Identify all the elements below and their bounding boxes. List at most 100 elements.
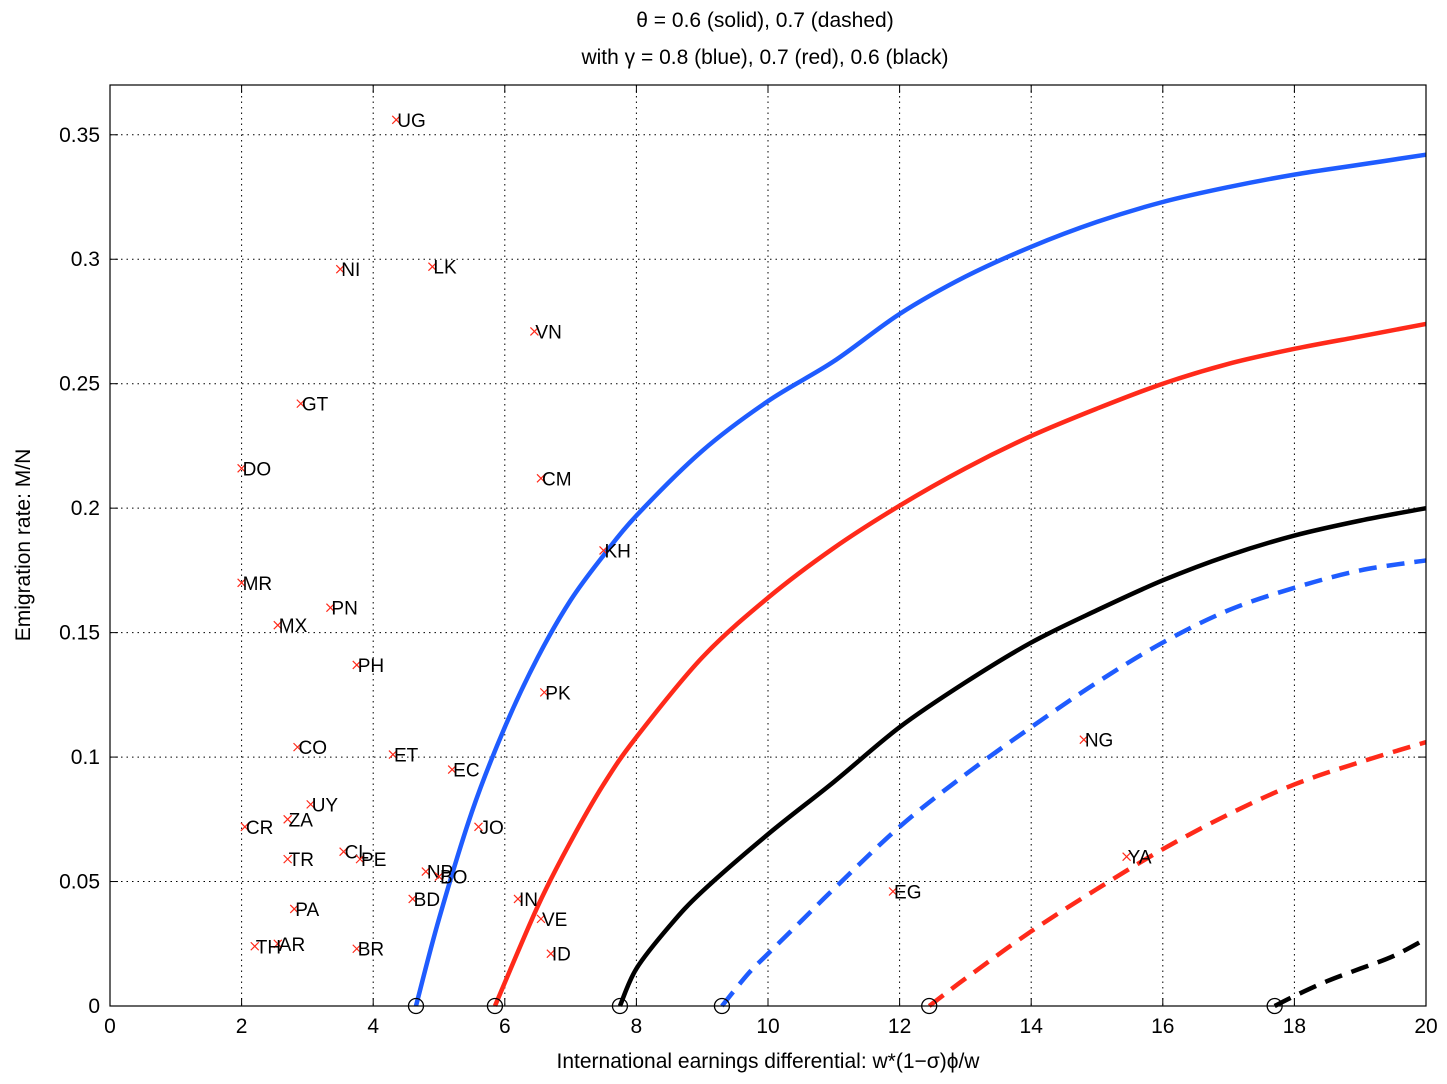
y-tick-label: 0.35 [59,124,100,147]
x-tick-label: 16 [1151,1015,1174,1038]
country-label: EG [894,882,921,903]
country-label: BD [414,890,440,911]
country-point-ya: YA [1122,848,1152,869]
country-point-co: CO [293,738,327,759]
country-point-bo: BO [434,868,467,889]
x-marker [546,949,556,959]
country-label: PH [358,656,384,677]
x-tick-label: 8 [631,1015,643,1038]
x-marker [427,262,437,272]
country-point-bd: BD [408,890,440,911]
country-point-ar: AR [273,935,305,956]
country-point-np: NP [421,863,453,884]
x-marker [250,941,260,951]
x-marker [273,939,283,949]
country-point-id: ID [546,945,571,966]
x-marker [1079,735,1089,745]
country-point-eg: EG [888,882,921,903]
x-marker [599,546,608,555]
country-point-jo: JO [474,818,504,839]
country-label: CR [246,818,273,839]
x-marker [283,814,293,824]
series-layer [407,152,1428,1015]
x-marker [326,603,335,613]
country-point-vn: VN [529,322,562,343]
x-marker [529,327,539,336]
y-tick-label: 0.2 [71,497,100,520]
plot-area [110,85,1426,1006]
country-label: KH [605,541,631,562]
country-label: PE [361,850,386,871]
x-tick-label: 18 [1283,1015,1306,1038]
country-label: CL [345,843,369,864]
country-label: MR [243,574,273,595]
country-point-ni: NI [335,260,360,281]
country-label: ID [552,945,571,966]
country-label: TH [256,937,281,958]
country-label: LK [433,258,457,279]
x-tick-label: 20 [1414,1015,1437,1038]
x-marker [352,944,362,954]
country-point-ve: VE [536,910,567,931]
x-marker [474,822,483,832]
country-label: NG [1085,731,1114,752]
x-tick-label: 0 [104,1015,116,1038]
y-tick-label: 0.05 [59,871,100,894]
country-label: UY [312,795,339,816]
chart-title-line-2: with γ = 0.8 (blue), 0.7 (red), 0.6 (bla… [580,46,948,69]
country-point-in: IN [513,890,538,911]
country-label: IN [519,890,538,911]
x-axis-label: International earnings differential: w*(… [557,1050,981,1073]
x-tick-label: 14 [1020,1015,1044,1038]
country-label: GT [302,395,329,416]
x-marker [536,914,546,924]
country-point-ph: PH [352,656,384,677]
country-label: VN [535,322,561,343]
country-label: VE [542,910,567,931]
country-point-ng: NG [1079,731,1114,752]
country-point-uy: UY [306,795,339,816]
x-marker [536,473,546,483]
ticks-layer: 0 2 4 6 8 10 12 14 16 18 20 0 0.05 0.1 0.15 0.2 0.25 0.3 0… [59,85,1438,1038]
x-marker [240,822,250,832]
x-tick-label: 2 [236,1015,248,1038]
country-label: NI [341,260,360,281]
x-tick-label: 6 [499,1015,511,1038]
country-label: NP [427,863,453,884]
country-point-lk: LK [427,258,457,279]
country-label: BO [440,868,467,889]
country-point-ug: UG [391,111,426,132]
y-tick-label: 0.1 [71,746,100,769]
y-axis-label: Emigration rate: M/N [12,449,35,642]
country-label: ZA [289,810,314,831]
country-point-gt: GT [296,395,329,416]
country-point-et: ET [388,746,419,767]
x-marker [539,687,549,697]
series-blue-solid-line [413,152,1427,1007]
y-tick-label: 0 [88,995,100,1018]
x-marker [447,765,457,774]
country-point-cr: CR [240,818,273,839]
x-marker [289,904,299,914]
country-label: EC [453,761,479,782]
y-tick-label: 0.3 [71,248,100,271]
x-marker [339,847,349,857]
country-point-tr: TR [283,850,314,871]
x-marker [335,264,345,274]
country-point-za: ZA [283,810,314,831]
series-blue-dashed-line [720,558,1427,1008]
x-marker [352,660,362,670]
x-marker [388,750,398,760]
x-tick-label: 10 [756,1015,779,1038]
y-tick-label: 0.15 [59,622,100,645]
country-point-ec: EC [447,761,480,782]
country-point-pk: PK [539,683,571,704]
x-marker [293,742,302,752]
x-marker [408,894,418,904]
series-red-dashed-line [927,739,1427,1008]
country-label: AR [279,935,305,956]
country-point-pe: PE [355,850,386,871]
